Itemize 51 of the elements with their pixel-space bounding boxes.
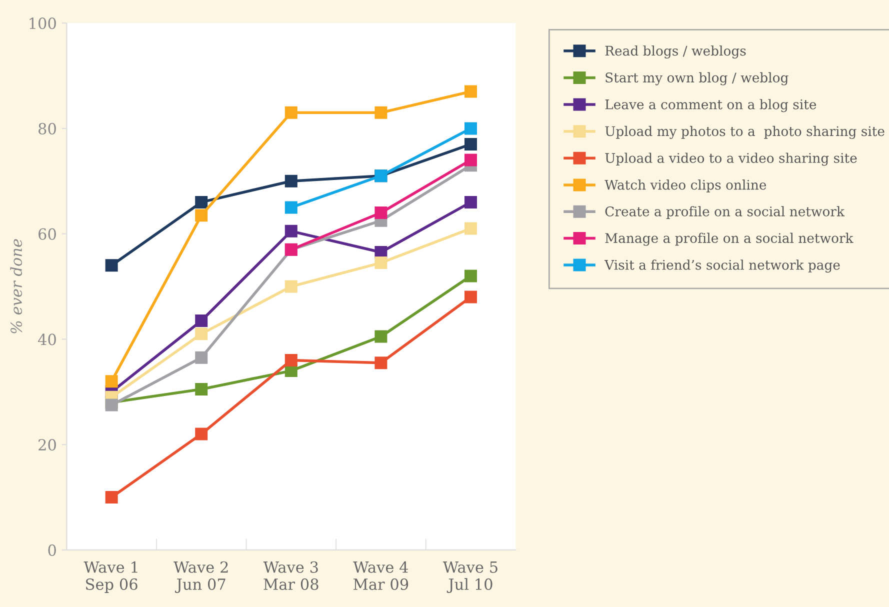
legend-label: Upload my photos to a photo sharing site [605, 126, 884, 139]
point [374, 106, 388, 119]
x-tick-label: Wave 2 Jun 07 [174, 561, 228, 593]
legend-label: Start my own blog / weblog [606, 72, 788, 86]
point [195, 351, 208, 364]
point [284, 174, 298, 188]
point [284, 354, 298, 367]
point [464, 196, 477, 208]
legend-label: Upload a video to a video sharing site [605, 152, 857, 166]
point [464, 270, 477, 282]
point [105, 491, 118, 504]
point [195, 328, 208, 340]
y-tick-label: 100 [30, 18, 56, 30]
point [195, 196, 208, 208]
point [464, 290, 477, 304]
legend-label: Leave a comment on a blog site [605, 99, 816, 112]
point [105, 259, 118, 272]
legend-label: Watch video clips online [604, 180, 766, 192]
legend-label: Manage a profile on a social network [605, 232, 854, 246]
point [374, 256, 388, 270]
x-tick-label: Wave 4 Mar 09 [353, 561, 408, 590]
y-tick-label: 80 [38, 122, 56, 134]
point [195, 209, 208, 222]
y-tick-label: 60 [38, 228, 56, 240]
point [284, 280, 298, 293]
point [464, 154, 477, 166]
point [195, 382, 208, 396]
y-tick-label: 40 [38, 334, 56, 346]
point [195, 428, 208, 440]
y-tick-label: 20 [38, 439, 56, 451]
x-tick-label: Wave 1 Sep 06 [84, 561, 138, 593]
point [374, 330, 388, 343]
point [464, 122, 477, 135]
point [105, 375, 118, 388]
point [195, 314, 208, 327]
x-tick-label: Wave 5 Jul 10 [442, 562, 498, 593]
legend-label: Visit a friend’s social network page [604, 260, 840, 273]
point [374, 356, 388, 370]
point [464, 222, 477, 235]
point [284, 106, 298, 119]
point [284, 201, 298, 214]
point [464, 85, 477, 98]
x-tick-label: Wave 3 Mar 08 [263, 561, 318, 590]
legend-label: Create a profile on a social network [605, 206, 845, 219]
point [374, 206, 388, 219]
point [105, 398, 118, 412]
point [464, 138, 477, 150]
legend-label: Read blogs / weblogs [605, 45, 746, 58]
y-axis-title: % ever done [10, 239, 22, 334]
y-tick-label: 0 [48, 544, 56, 556]
point [284, 224, 298, 238]
